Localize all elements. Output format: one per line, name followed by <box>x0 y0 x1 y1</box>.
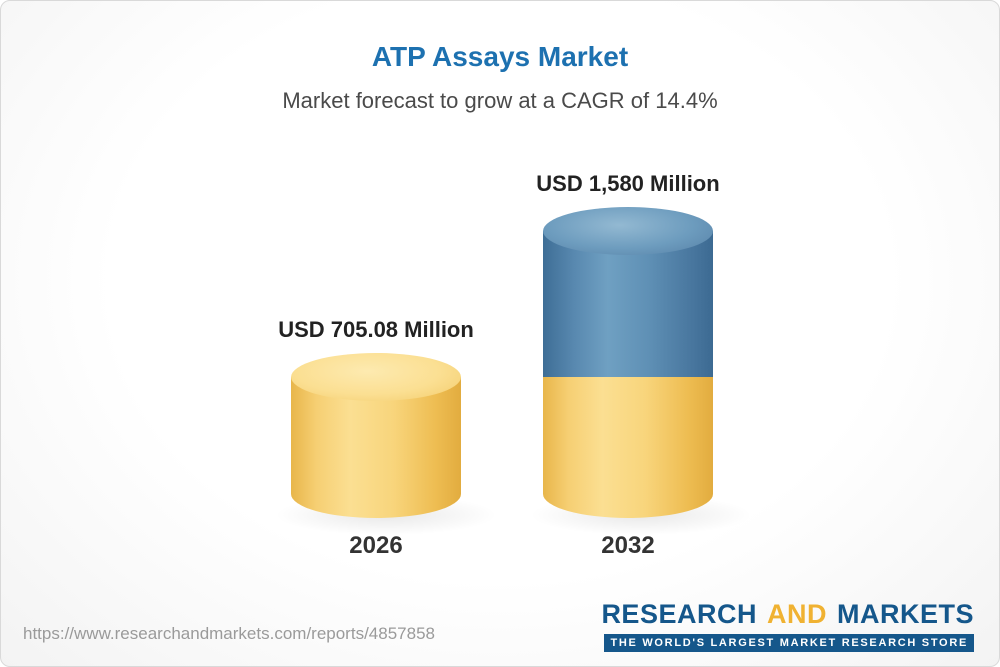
report-url[interactable]: https://www.researchandmarkets.com/repor… <box>23 624 435 643</box>
logo-word-and: AND <box>766 599 827 629</box>
chart-subtitle: Market forecast to grow at a CAGR of 14.… <box>282 88 718 113</box>
logo-word-research: RESEARCH <box>601 599 757 629</box>
axis-label-2026: 2026 <box>349 532 403 559</box>
bar-2026 <box>291 353 461 518</box>
bar-2026-top-ellipse <box>291 353 461 401</box>
logo-tagline: THE WORLD'S LARGEST MARKET RESEARCH STOR… <box>604 634 974 652</box>
bar-2032-base-segment <box>543 377 713 518</box>
bar-2032-growth-segment <box>543 231 713 377</box>
logo-wordmark: RESEARCH AND MARKETS <box>601 599 974 630</box>
value-label-2026: USD 705.08 Million <box>278 317 474 342</box>
chart-title: ATP Assays Market <box>371 41 629 72</box>
value-label-2032: USD 1,580 Million <box>536 171 720 196</box>
bar-2032 <box>543 207 713 518</box>
bar-2032-top-ellipse <box>543 207 713 255</box>
axis-label-2032: 2032 <box>601 532 655 559</box>
research-and-markets-logo: RESEARCH AND MARKETS THE WORLD'S LARGEST… <box>601 599 974 652</box>
logo-word-markets: MARKETS <box>837 599 974 629</box>
